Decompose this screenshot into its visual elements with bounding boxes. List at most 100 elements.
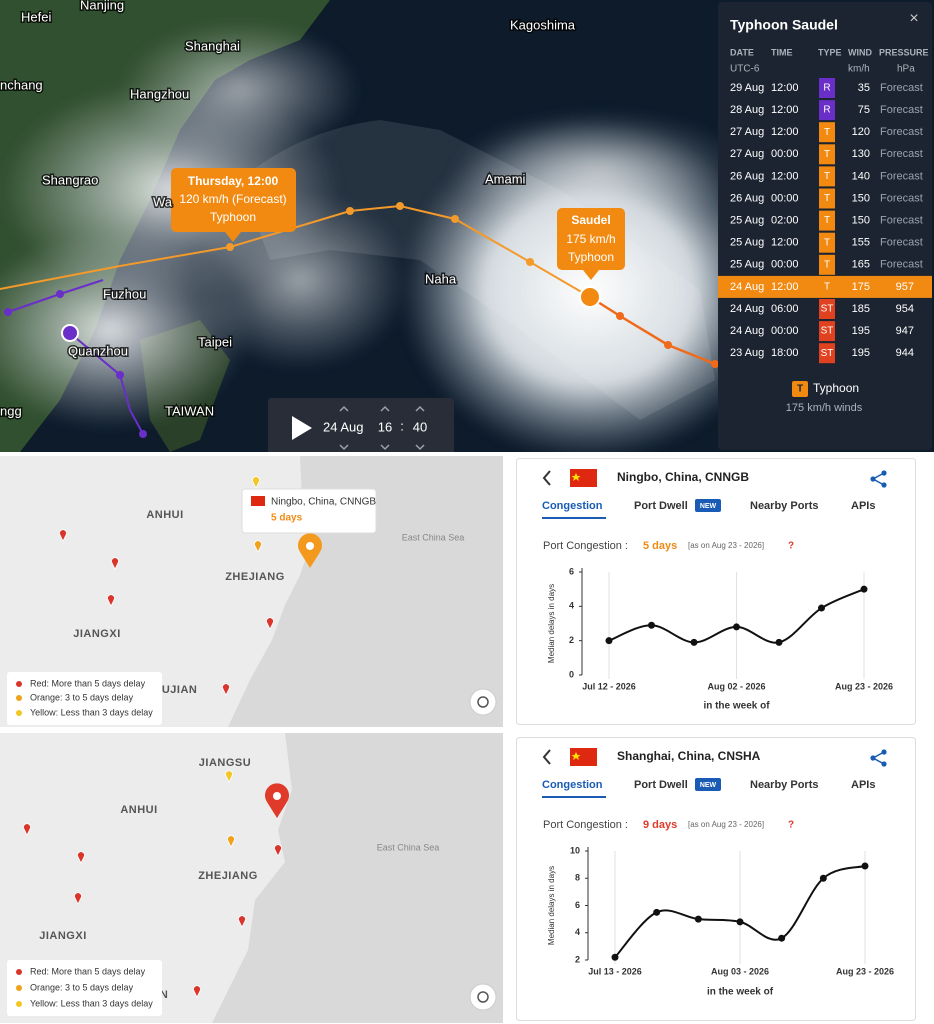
port-name: Ningbo, China, CNNGB [617,470,749,484]
row-time: 00:00 [771,192,799,204]
point [778,934,786,942]
locate-button[interactable] [469,983,497,1011]
city-label: Amami [485,171,526,186]
row-wind: 165 [852,259,870,271]
selected-port-pin[interactable] [298,533,322,568]
back-button[interactable] [542,470,551,486]
row-wind: 35 [858,82,870,94]
type-badge [819,299,835,319]
region-label: ANHUI [120,804,157,816]
city-label: Nanjing [80,0,124,12]
region-label: ZHEJIANG [225,571,285,583]
map-pin [266,617,274,630]
tab[interactable]: Congestion [542,500,603,512]
city-label: Hangzhou [130,86,189,101]
city-label: Quanzhou [68,343,128,358]
legend-detail: 175 km/h winds [786,402,863,414]
popup-name: Ningbo, China, CNNGB [271,497,376,508]
new-badge-text: NEW [700,503,717,510]
column-header: PRESSURE [879,47,929,57]
row-date: 24 Aug [730,281,764,293]
player-date: 24 Aug [323,419,364,434]
legend-text: Red: More than 5 days delay [30,678,146,688]
row-wind: 150 [852,215,870,227]
help-icon[interactable]: ? [788,541,794,552]
row-wind: 195 [852,325,870,337]
player-separator: : [400,418,404,433]
row-wind: 150 [852,192,870,204]
row-pressure: Forecast [880,104,923,116]
map-pin [254,540,262,553]
flag-star [571,752,581,760]
tab-underline [542,517,606,519]
x-tick-label: Aug 23 - 2026 [836,966,894,976]
tab[interactable]: Nearby Ports [750,500,818,512]
tab[interactable]: APIs [851,500,875,512]
selected-port-pin[interactable] [265,783,289,818]
y-tick-label: 0 [569,669,574,679]
close-button[interactable]: × [909,10,918,27]
legend-dot [16,1001,22,1007]
row-time: 00:00 [771,148,799,160]
x-tick-label: Jul 13 - 2026 [588,966,642,976]
row-type: T [824,259,830,270]
region-label: JIANGXI [39,930,87,942]
forecast-callout: Typhoon [210,210,256,224]
type-badge [819,188,835,209]
row-wind: 155 [852,237,870,249]
row-date: 27 Aug [730,126,764,138]
legend-dot [16,681,22,687]
back-button[interactable] [542,749,551,765]
row-date: 26 Aug [730,170,764,182]
row-time: 00:00 [771,325,799,337]
row-time: 12:00 [771,237,799,249]
type-badge [819,78,835,98]
row-wind: 195 [852,347,870,359]
region-label: ZHEJIANG [198,870,258,882]
new-badge [695,778,721,791]
map-pin [225,770,233,783]
row-date: 26 Aug [730,192,764,204]
type-badge [819,254,835,275]
port-name: Shanghai, China, CNSHA [617,749,761,763]
region-label: ANHUI [146,509,183,521]
legend-label: Typhoon [813,381,859,395]
point [653,908,661,916]
row-pressure: Forecast [880,126,923,138]
row-wind: 185 [852,303,870,315]
help-icon[interactable]: ? [788,820,794,831]
tab[interactable]: APIs [851,779,875,791]
port-card [516,458,916,725]
region-label: JIANGSU [199,757,251,769]
point [860,585,868,593]
tab[interactable]: Nearby Ports [750,779,818,791]
row-pressure: 944 [896,347,914,359]
y-tick-label: 6 [575,900,580,910]
tab[interactable]: Congestion [542,779,603,791]
city-label: Fuzhou [103,286,146,301]
congestion-value: 5 days [643,540,677,552]
map-legend [7,960,162,1016]
point [819,874,827,882]
y-tick-label: 4 [575,927,580,937]
pin-hole [273,792,281,800]
tab-underline [542,796,606,798]
map-pin [111,557,119,570]
row-date: 29 Aug [730,82,764,94]
y-tick-label: 2 [575,954,580,964]
tab[interactable]: Port Dwell [634,779,688,791]
play-button[interactable] [286,412,316,444]
y-tick-label: 10 [570,845,580,855]
map-pin [274,844,282,857]
pin-hole [306,542,314,550]
row-type: T [824,193,830,204]
point [690,638,698,646]
x-tick-label: Aug 23 - 2026 [835,681,893,691]
region-label: JIANGXI [73,628,121,640]
row-type: R [823,83,830,94]
locate-button[interactable] [469,688,497,716]
port-popup [241,488,377,534]
type-badge [819,321,835,342]
tab[interactable]: Port Dwell [634,500,688,512]
y-tick-label: 6 [569,566,574,576]
